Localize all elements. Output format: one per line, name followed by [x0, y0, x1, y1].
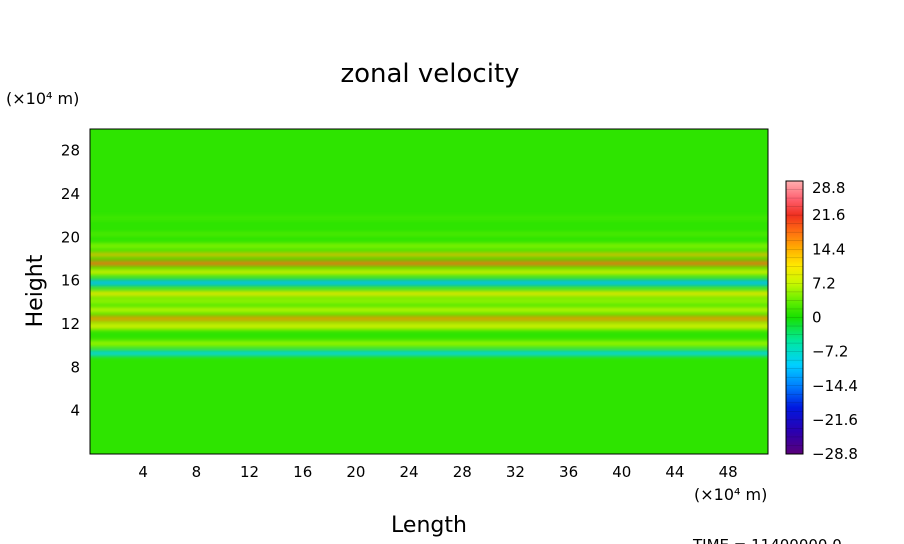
colorbar-label: 14.4 [812, 240, 845, 258]
x-tick-label: 20 [346, 463, 365, 481]
colorbar-label: 7.2 [812, 274, 836, 292]
y-axis-unit: (×10⁴ m) [6, 89, 79, 108]
y-tick-label: 4 [70, 402, 80, 420]
x-tick-label: 32 [506, 463, 525, 481]
y-tick-label: 28 [61, 142, 80, 160]
colorbar: 28.8 21.6 14.4 7.2 0 −7.2 −14.4 −21.6 −28.8 [785, 179, 858, 463]
colorbar-label: −7.2 [812, 343, 848, 361]
x-tick-label: 24 [400, 463, 419, 481]
colorbar-label: 21.6 [812, 206, 845, 224]
heatmap-band-5 [90, 298, 768, 304]
x-tick-label: 8 [192, 463, 202, 481]
heatmap-band-9 [90, 260, 768, 267]
x-tick-label: 28 [453, 463, 472, 481]
y-tick-label: 12 [61, 315, 80, 333]
y-axis-title: Height [23, 254, 48, 327]
x-tick-label: 4 [138, 463, 148, 481]
heatmap-band-13 [90, 215, 768, 220]
time-label: TIME = 11400000.0 [692, 536, 842, 544]
plot-frame [89, 128, 769, 455]
x-tick-label: 36 [559, 463, 578, 481]
x-tick-label: 12 [240, 463, 259, 481]
x-tick-label: 40 [612, 463, 631, 481]
heatmap-band-4 [90, 307, 768, 313]
colorbar-labels: 28.8 21.6 14.4 7.2 0 −7.2 −14.4 −21.6 −28.8 [812, 179, 858, 463]
heatmap-band-8 [90, 269, 768, 275]
heatmap-band-2 [90, 322, 768, 330]
colorbar-label: 0 [812, 309, 822, 327]
colorbar-label: −21.6 [812, 411, 858, 429]
heatmap-band-11 [90, 243, 768, 249]
heatmap-band-6 [90, 290, 768, 297]
colorbar-label: −28.8 [812, 445, 858, 463]
chart-title: zonal velocity [340, 59, 519, 89]
x-tick-label: 44 [665, 463, 684, 481]
x-axis-unit: (×10⁴ m) [694, 485, 767, 504]
heatmap-band-0 [90, 350, 768, 356]
heatmap-band-7 [90, 279, 768, 287]
y-tick-label: 24 [61, 185, 80, 203]
heatmap-bands [90, 215, 768, 356]
colorbar-label: 28.8 [812, 179, 845, 197]
y-tick-label: 20 [61, 228, 80, 246]
y-tick-label: 16 [61, 272, 80, 290]
heatmap-plot-area [89, 128, 769, 455]
colorbar-frame [785, 180, 804, 455]
y-tick-label: 8 [70, 358, 80, 376]
colorbar-gradient [786, 181, 803, 454]
x-axis-ticks: 4 8 12 16 20 24 28 32 36 40 44 48 [138, 463, 737, 481]
heatmap-band-10 [90, 252, 768, 257]
y-axis-ticks: 4 8 12 16 20 24 28 [61, 142, 80, 420]
colorbar-label: −14.4 [812, 377, 858, 395]
heatmap-band-3 [90, 315, 768, 322]
heatmap-band-1 [90, 340, 768, 347]
x-tick-label: 48 [719, 463, 738, 481]
x-tick-label: 16 [293, 463, 312, 481]
heatmap-band-12 [90, 232, 768, 236]
x-axis-title: Length [391, 513, 467, 538]
